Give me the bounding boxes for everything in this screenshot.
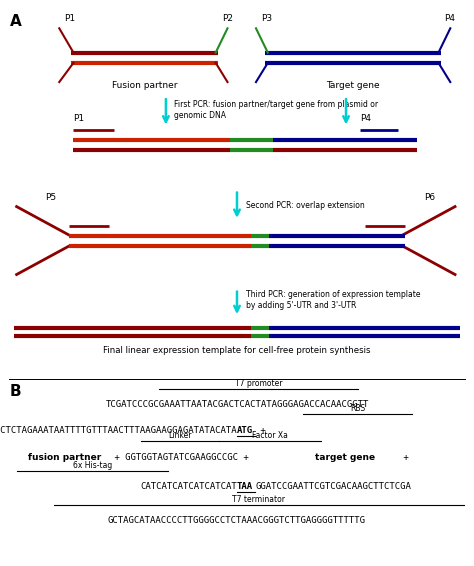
- Text: P1: P1: [64, 14, 75, 23]
- Text: A: A: [9, 14, 21, 29]
- Text: T7 promoter: T7 promoter: [235, 379, 282, 388]
- Text: First PCR: fusion partner/target gene from plasmid or
genomic DNA: First PCR: fusion partner/target gene fr…: [174, 100, 379, 121]
- Text: P4: P4: [445, 14, 456, 23]
- Text: + GGTGGTAGTATCGAAGGCCGC +: + GGTGGTAGTATCGAAGGCCGC +: [109, 453, 254, 462]
- Text: RBS: RBS: [350, 404, 365, 413]
- Text: Factor Xa: Factor Xa: [252, 431, 288, 440]
- Text: TCCCTCTAGAAATAATTTTGTTTAACTTTAAGAAGGAGATATACATA: TCCCTCTAGAAATAATTTTGTTTAACTTTAAGAAGGAGAT…: [0, 426, 237, 435]
- Text: Third PCR: generation of expression template
by adding 5'-UTR and 3'-UTR: Third PCR: generation of expression temp…: [246, 290, 420, 310]
- Text: P1: P1: [73, 114, 84, 123]
- Text: T7 terminator: T7 terminator: [232, 495, 285, 504]
- Text: TAA: TAA: [237, 482, 253, 491]
- Text: Final linear expression template for cell-free protein synthesis: Final linear expression template for cel…: [103, 346, 371, 355]
- Text: P6: P6: [424, 193, 435, 202]
- Text: Second PCR: overlap extension: Second PCR: overlap extension: [246, 201, 365, 209]
- Text: +: +: [398, 453, 409, 462]
- Text: Fusion partner: Fusion partner: [112, 81, 177, 90]
- Text: 6x His-tag: 6x His-tag: [73, 461, 112, 470]
- Text: fusion partner: fusion partner: [28, 453, 102, 462]
- Text: GGATCCGAATTCGTCGACAAGCTTCTCGA: GGATCCGAATTCGTCGACAAGCTTCTCGA: [255, 482, 411, 491]
- Text: P4: P4: [360, 114, 371, 123]
- Text: target gene: target gene: [315, 453, 375, 462]
- Text: P3: P3: [261, 14, 272, 23]
- Text: Linker: Linker: [168, 431, 192, 440]
- Text: P5: P5: [45, 193, 56, 202]
- Text: B: B: [9, 384, 21, 399]
- Text: TCGATCCCGCGAAATTAATACGACTCACTATAGGGAGACCACAACGGTT: TCGATCCCGCGAAATTAATACGACTCACTATAGGGAGACC…: [105, 400, 369, 409]
- Text: +: +: [255, 426, 266, 435]
- Text: ATG: ATG: [237, 426, 253, 435]
- Text: Target gene: Target gene: [326, 81, 380, 90]
- Text: GCTAGCATAACCCCTTGGGGCCTCTAAACGGGTCTTGAGGGGTTTTTG: GCTAGCATAACCCCTTGGGGCCTCTAAACGGGTCTTGAGG…: [108, 516, 366, 525]
- Text: P2: P2: [222, 14, 233, 23]
- Text: CATCATCATCATCATCAT: CATCATCATCATCATCAT: [140, 482, 237, 491]
